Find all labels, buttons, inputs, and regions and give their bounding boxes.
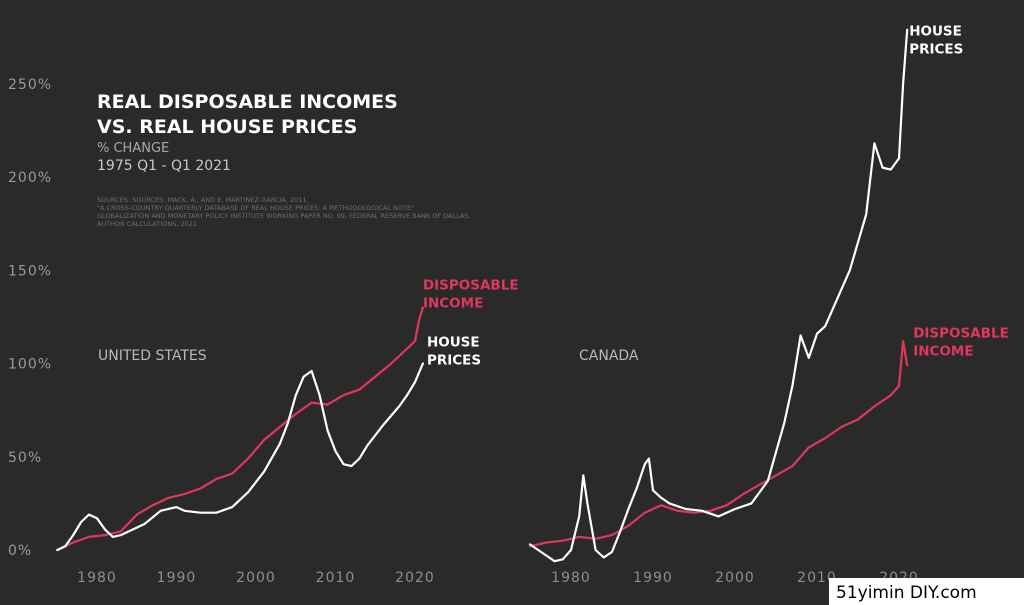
united-states-disposable-income-line bbox=[56, 306, 424, 552]
source-line-1: SOURCES: SOURCES: MACK, A., AND E. MARTI… bbox=[97, 196, 309, 204]
x-tick-label: 1990 bbox=[157, 570, 197, 586]
united-states-house-prices-line bbox=[56, 362, 424, 552]
x-tick-label: 1980 bbox=[77, 570, 117, 586]
canada-house-prices-label: PRICES bbox=[909, 42, 963, 58]
y-tick-label: 250% bbox=[8, 77, 52, 93]
canada-house-prices-label: HOUSE bbox=[909, 24, 962, 40]
x-axis: 1980199020002010202019801990200020102020 bbox=[77, 570, 918, 586]
x-tick-label: 2010 bbox=[316, 570, 356, 586]
chart-subtitle: % CHANGE bbox=[97, 141, 169, 156]
y-axis: 0% 50% 100% 150% 200% 250% bbox=[8, 77, 52, 559]
source-line-2: "A CROSS-COUNTRY QUARTERLY DATABASE OF R… bbox=[97, 204, 414, 212]
canada-house-prices-line bbox=[528, 28, 909, 563]
y-tick-label: 200% bbox=[8, 170, 52, 186]
y-tick-label: 100% bbox=[8, 357, 52, 373]
chart-date-range: 1975 Q1 - Q1 2021 bbox=[97, 158, 231, 174]
canada-disposable-income-line bbox=[528, 340, 909, 548]
canada-disposable-income-label: INCOME bbox=[913, 343, 973, 359]
panel-name-united-states: UNITED STATES bbox=[98, 348, 207, 364]
watermark-box bbox=[829, 578, 1024, 605]
x-tick-label: 2010 bbox=[797, 570, 837, 586]
y-tick-label: 50% bbox=[8, 450, 42, 466]
chart-title-line-2: VS. REAL HOUSE PRICES bbox=[97, 116, 357, 138]
united-states-disposable-income-label: INCOME bbox=[423, 296, 483, 312]
source-line-3: GLOBALIZATION AND MONETARY POLICY INSTIT… bbox=[97, 212, 471, 220]
chart-title-line-1: REAL DISPOSABLE INCOMES bbox=[97, 91, 398, 113]
labels-layer: DISPOSABLE INCOME HOUSE PRICES DISPOSABLE INC… bbox=[423, 24, 1009, 369]
y-tick-label: 150% bbox=[8, 263, 52, 279]
series-layer bbox=[56, 28, 909, 563]
x-tick-label: 1990 bbox=[633, 570, 673, 586]
united-states-house-prices-label: HOUSE bbox=[427, 335, 480, 351]
united-states-disposable-income-label: DISPOSABLE bbox=[423, 278, 519, 294]
canada-disposable-income-label: DISPOSABLE bbox=[913, 325, 1009, 341]
y-tick-label: 0% bbox=[8, 543, 32, 559]
x-tick-label: 1980 bbox=[551, 570, 591, 586]
x-tick-label: 2020 bbox=[395, 570, 435, 586]
panel-name-canada: CANADA bbox=[579, 348, 639, 364]
united-states-house-prices-label: PRICES bbox=[427, 353, 481, 369]
x-tick-label: 2000 bbox=[715, 570, 755, 586]
x-tick-label: 2000 bbox=[236, 570, 276, 586]
source-line-4: AUTHOR CALCULATIONS, 2021 bbox=[97, 220, 197, 228]
watermark: 51yimin DIY.com bbox=[836, 583, 977, 603]
